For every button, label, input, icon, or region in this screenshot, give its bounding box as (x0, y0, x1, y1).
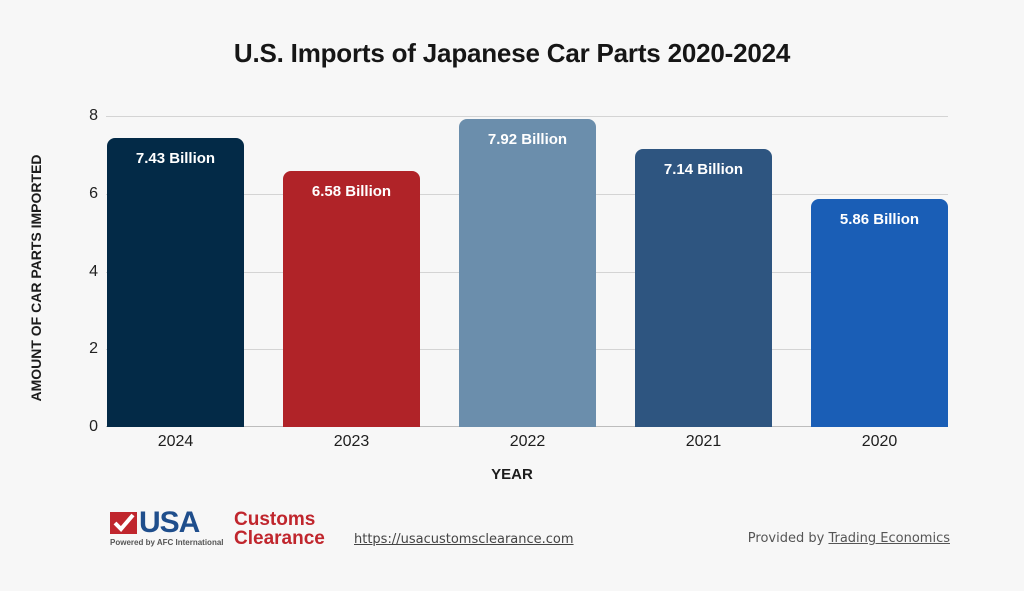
checkmark-icon (110, 512, 137, 534)
plot-area: 7.43 Billion 6.58 Billion 7.92 Billion 7.14… (106, 116, 948, 427)
bar-2023[interactable]: 6.58 Billion (283, 171, 420, 427)
y-tick-label: 2 (89, 340, 98, 358)
gridline (106, 116, 948, 117)
bar-2020[interactable]: 5.86 Billion (811, 199, 948, 427)
chart-title: U.S. Imports of Japanese Car Parts 2020-… (233, 38, 791, 68)
x-axis-label: YEAR (491, 466, 533, 483)
website-link[interactable]: https://usacustomsclearance.com (354, 532, 574, 547)
bar-value-label: 6.58 Billion (311, 183, 392, 201)
bar-2022[interactable]: 7.92 Billion (459, 119, 596, 427)
x-tick-label: 2024 (157, 433, 194, 450)
y-axis-label: AMOUNT OF CAR PARTS IMPORTED (28, 154, 44, 402)
bar-value-label: 7.92 Billion (487, 131, 568, 149)
trading-economics-link[interactable]: Trading Economics (828, 531, 950, 546)
bar-value-label: 7.14 Billion (663, 161, 744, 179)
y-tick-label: 6 (89, 184, 98, 202)
logo-clearance-text: Clearance (234, 528, 325, 549)
bar-2021[interactable]: 7.14 Billion (635, 149, 772, 427)
x-tick-label: 2021 (685, 433, 722, 450)
x-tick-label: 2023 (333, 433, 370, 450)
logo-powered-text: Powered by AFC International (110, 538, 224, 547)
logo-customs-text: Customs (234, 509, 316, 530)
source-attribution: Provided by Trading Economics (748, 531, 950, 546)
y-tick-label: 0 (89, 418, 98, 435)
usa-customs-clearance-logo[interactable]: USA Powered by AFC International Customs… (110, 506, 340, 550)
x-tick-label: 2022 (509, 433, 546, 450)
logo-usa-text: USA (139, 506, 200, 539)
y-tick-label: 4 (89, 262, 98, 280)
y-tick-label: 8 (89, 107, 98, 124)
bar-value-label: 5.86 Billion (839, 211, 920, 229)
bar-2024[interactable]: 7.43 Billion (107, 138, 244, 427)
provided-by-label: Provided by (747, 531, 825, 546)
x-tick-label: 2020 (861, 433, 898, 450)
bar-value-label: 7.43 Billion (135, 150, 216, 168)
